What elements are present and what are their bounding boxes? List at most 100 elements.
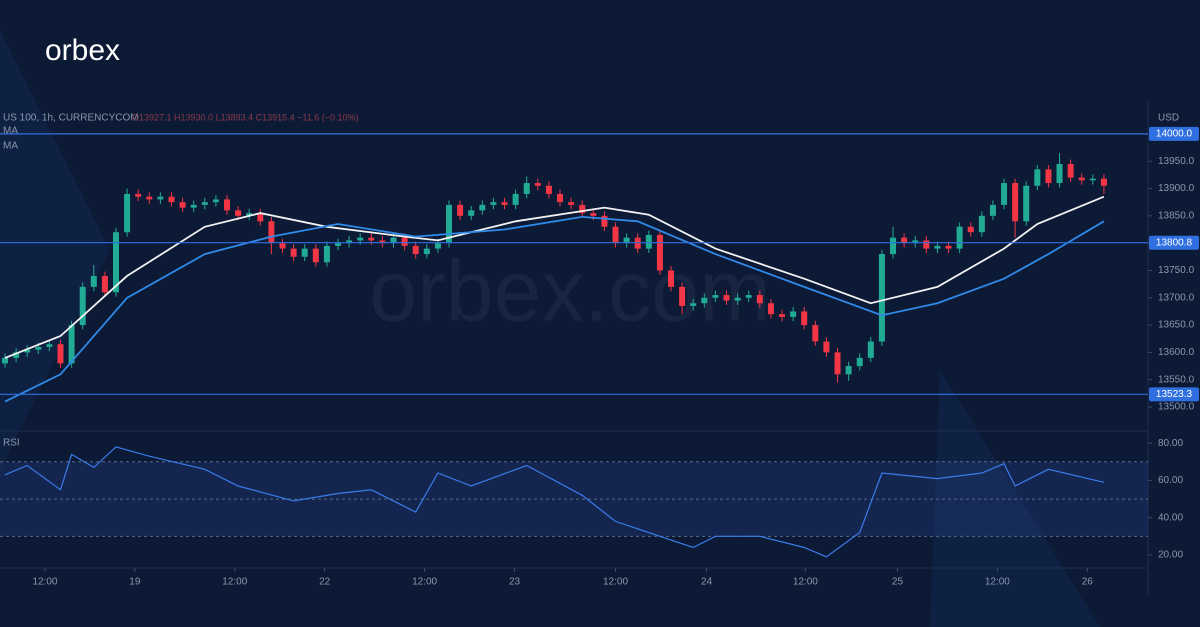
candle-body (1001, 183, 1008, 205)
y-tick-label: 13650.0 (1158, 320, 1195, 331)
candle-body (90, 275, 97, 287)
candle-body (68, 325, 75, 364)
candle-body (668, 270, 675, 287)
y-tick-label: 13600.0 (1158, 347, 1195, 358)
candle-body (268, 221, 275, 244)
candle-body (645, 234, 652, 249)
candle-body (845, 366, 852, 375)
candle-body (1067, 163, 1074, 178)
chart-title: US 100, 1h, CURRENCYCOM (3, 113, 139, 124)
candle-body (878, 254, 885, 342)
candle-body (179, 202, 186, 208)
candle-body (901, 237, 908, 244)
candle-body (1078, 177, 1085, 181)
candle-body (490, 202, 497, 205)
candle-body (57, 344, 64, 364)
candle-body (934, 245, 941, 249)
candle-body (279, 243, 286, 249)
candle-body (557, 193, 564, 203)
candle-body (956, 226, 963, 249)
candle-body (290, 248, 297, 257)
candle-body (368, 237, 375, 241)
candle-body (867, 341, 874, 358)
candle-body (101, 275, 108, 293)
y-tick-label: 13900.0 (1158, 183, 1195, 194)
rsi-title: RSI (3, 438, 20, 449)
candle-body (1100, 178, 1107, 186)
x-tick-label: 26 (1082, 577, 1094, 588)
rsi-band (0, 461, 1148, 537)
candle-body (712, 295, 719, 298)
watermark: orbex.com (369, 244, 771, 340)
candle-body (1012, 183, 1019, 222)
candle-body (512, 193, 519, 205)
level-tag (1149, 235, 1199, 250)
y-tick-label: 13950.0 (1158, 156, 1195, 167)
level-tag (1149, 126, 1199, 141)
level-tag (1149, 387, 1199, 402)
x-tick-label: 25 (892, 577, 904, 588)
candle-body (346, 240, 353, 244)
candle-body (590, 213, 597, 216)
candle-body (1089, 178, 1096, 181)
y-tick-label: 80.00 (1158, 438, 1183, 449)
level-label: 14000.0 (1156, 129, 1193, 140)
level-label: 13800.8 (1156, 237, 1193, 248)
y-tick-label: 13500.0 (1158, 402, 1195, 413)
y-tick-label: 13750.0 (1158, 265, 1195, 276)
candle-body (224, 199, 231, 211)
candle-body (1, 357, 8, 364)
legend-entry: MA (3, 126, 18, 137)
candle-body (146, 196, 153, 200)
candle-body (790, 311, 797, 317)
candle-body (823, 341, 830, 353)
candle-body (923, 240, 930, 249)
y-tick-label: 60.00 (1158, 475, 1183, 486)
candle-body (423, 248, 430, 255)
y-tick-label: 20.00 (1158, 550, 1183, 561)
candle-body (523, 183, 530, 194)
candle-body (989, 204, 996, 216)
candle-body (168, 196, 175, 203)
candle-body (401, 237, 408, 246)
x-tick-label: 12:00 (222, 577, 247, 588)
candle-body (357, 237, 364, 241)
candle-body (312, 248, 319, 263)
y-tick-label: 13550.0 (1158, 374, 1195, 385)
candle-body (457, 204, 464, 216)
x-tick-label: 19 (129, 577, 141, 588)
candle-body (1023, 185, 1030, 222)
candle-body (190, 204, 197, 208)
candle-body (779, 314, 786, 317)
candle-body (201, 202, 208, 205)
unit-label: USD (1158, 113, 1179, 124)
candle-body (568, 202, 575, 205)
candle-body (235, 210, 242, 216)
candle-body (13, 352, 20, 358)
candle-body (501, 202, 508, 205)
candle-body (212, 199, 219, 203)
candle-body (124, 193, 131, 233)
candle-body (1034, 169, 1041, 186)
candle-body (756, 295, 763, 304)
candle-body (679, 286, 686, 306)
candle-body (767, 303, 774, 315)
decor (930, 370, 1100, 627)
candle-body (112, 232, 119, 293)
x-tick-label: 12:00 (603, 577, 628, 588)
candle-body (601, 215, 608, 227)
candle-body (623, 237, 630, 244)
candle-body (434, 243, 441, 249)
candle-body (579, 204, 586, 214)
candle-body (856, 357, 863, 367)
decor (0, 30, 110, 470)
candle-body (545, 185, 552, 194)
series-line (4, 195, 1105, 359)
x-tick-label: 12:00 (793, 577, 818, 588)
candle-body (912, 240, 919, 244)
x-tick-label: 12:00 (985, 577, 1010, 588)
candle-body (834, 352, 841, 375)
series-line (4, 446, 1105, 558)
candle-body (479, 204, 486, 211)
